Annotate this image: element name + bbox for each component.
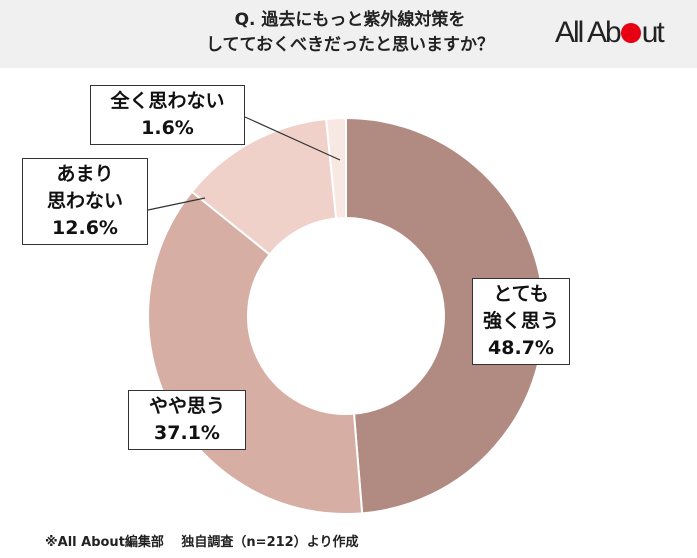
label-somewhat-agree: やや思う 37.1% [128,390,246,450]
label-not-much: あまり 思わない 12.6% [22,158,148,245]
donut-slice-0 [345,116,545,515]
title-line-2: してておくべきだったと思いますか？ [206,35,494,55]
leader-line-2 [147,197,206,211]
label-strongly-agree: とても 強く思う 48.7% [472,278,570,365]
title-line-1: Q. 過去にもっと紫外線対策を [234,10,466,30]
label-not-at-all: 全く思わない 1.6% [90,85,245,145]
header: Q. 過去にもっと紫外線対策を してておくべきだったと思いますか？ All Ab… [0,0,697,68]
all-about-logo: All Ab ut [555,16,665,49]
leader-line-1 [244,116,341,161]
donut-slice-3 [325,116,347,220]
chart-title: Q. 過去にもっと紫外線対策を してておくべきだったと思いますか？ [150,8,550,58]
footnote: ※All About編集部 独自調査（n=212）より作成 [45,535,359,550]
